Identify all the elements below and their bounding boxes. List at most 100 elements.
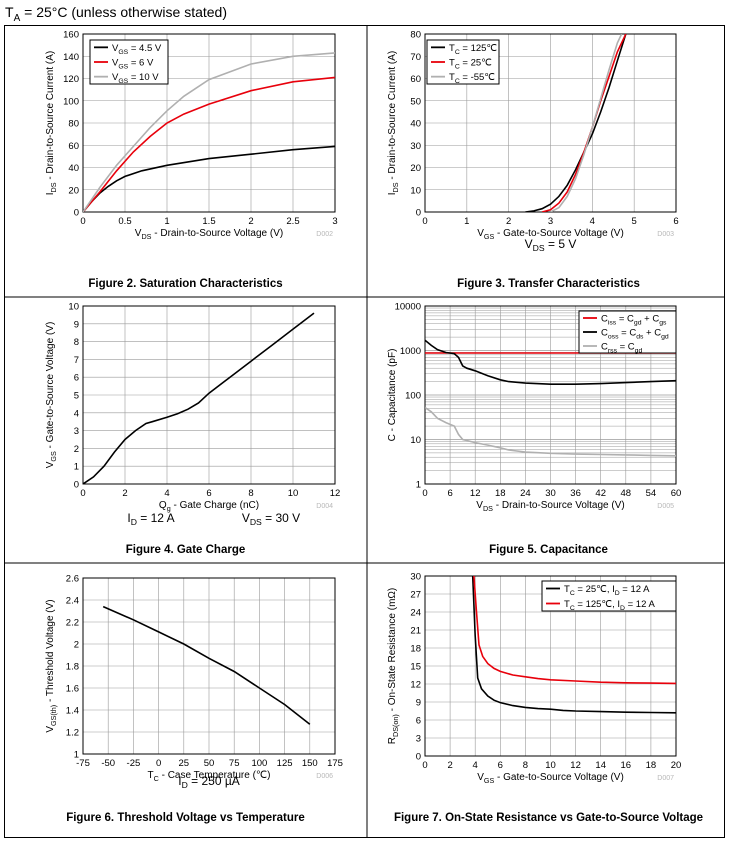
y-tick-label: 10 — [410, 435, 421, 446]
text-run: - Gate-to-Source Voltage (V) — [494, 772, 624, 783]
legend-label: TC = 25℃, ID = 12 A — [564, 584, 650, 597]
y-tick-label: 4 — [74, 408, 79, 419]
text-run: = 25℃, I — [575, 584, 615, 595]
text-run: = C — [619, 328, 637, 339]
text-run: R — [387, 737, 398, 744]
text-run: = 125℃ — [460, 43, 498, 54]
x-tick-label: 75 — [229, 758, 240, 769]
text-run: T — [449, 58, 455, 69]
y-tick-label: 27 — [410, 590, 421, 601]
x-tick-label: 1 — [464, 216, 469, 227]
x-tick-label: 1.5 — [202, 216, 215, 227]
text-run: = 125℃, I — [575, 599, 620, 610]
subscript: D — [182, 780, 188, 790]
subscript: C — [570, 605, 575, 612]
subscript: DS — [49, 182, 58, 192]
subscript: gd — [635, 348, 643, 355]
text-run: C — [601, 342, 608, 353]
text-run: V — [112, 43, 119, 54]
text-run: - Gate-to-Source Voltage (V) — [45, 322, 56, 452]
y-tick-label: 10000 — [395, 302, 421, 313]
text-run: = 12 A — [625, 599, 656, 610]
y-tick-label: 7 — [74, 355, 79, 366]
text-run: = -55℃ — [460, 72, 496, 83]
text-run: = 4.5 V — [128, 43, 162, 54]
x-tick-label: 50 — [204, 758, 215, 769]
y-tick-label: 9 — [74, 319, 79, 330]
x-tick-label: 8 — [523, 760, 528, 771]
subscript: gs — [659, 320, 667, 327]
x-tick-label: 150 — [302, 758, 318, 769]
x-axis-label: TC - Case Temperature (℃) — [148, 770, 271, 783]
legend: TC = 125℃TC = 25℃TC = -55℃ — [426, 39, 500, 85]
figure-caption: Figure 6. Threshold Voltage vs Temperatu… — [66, 812, 305, 824]
series-line — [550, 34, 623, 212]
subscript: GS — [484, 232, 495, 241]
y-tick-label: 20 — [68, 185, 79, 196]
x-tick-label: 16 — [621, 760, 632, 771]
y-axis-label: IDS - Drain-to-Source Current (A) — [387, 51, 400, 195]
figure-caption: Figure 7. On-State Resistance vs Gate-to… — [394, 812, 703, 824]
condition-note: VDS = 30 V — [242, 511, 300, 527]
y-tick-label: 15 — [410, 662, 421, 673]
y-tick-label: 1.8 — [66, 662, 79, 673]
x-tick-label: 14 — [595, 760, 606, 771]
y-tick-label: 0 — [416, 208, 421, 219]
subscript: gd — [634, 320, 642, 327]
subscript: DS — [141, 232, 151, 241]
text-run: = 12 A — [137, 511, 175, 525]
legend-label: VGS = 4.5 V — [112, 43, 162, 56]
text-run: T — [449, 43, 455, 54]
text-run: + C — [642, 314, 660, 325]
outer-border — [4, 25, 725, 838]
x-tick-label: 10 — [288, 488, 299, 499]
subscript: g — [167, 504, 171, 513]
x-tick-label: 3 — [332, 216, 337, 227]
series-line — [525, 34, 627, 212]
subscript: GS — [49, 451, 58, 462]
text-run: V — [476, 500, 483, 511]
series-line — [83, 76, 335, 212]
subscript: C — [455, 49, 460, 56]
y-tick-label: 24 — [410, 608, 421, 619]
text-run: - On-State Resistance (mΩ) — [387, 588, 398, 714]
text-run: = 250 µA — [188, 774, 240, 788]
legend-label: VGS = 10 V — [112, 72, 159, 85]
subscript: D — [620, 605, 625, 612]
legend: TC = 25℃, ID = 12 ATC = 125℃, ID = 12 A — [541, 580, 677, 612]
condition-note: ID = 250 µA — [178, 774, 240, 790]
text-run: - Drain-to-Source Current (A) — [387, 51, 398, 183]
subscript: C — [455, 78, 460, 85]
figure-code: D005 — [657, 503, 674, 510]
x-tick-label: 12 — [330, 488, 341, 499]
figure-code: D003 — [657, 231, 674, 238]
y-tick-label: 20 — [410, 163, 421, 174]
series-line — [102, 605, 311, 725]
x-tick-label: 2.5 — [286, 216, 299, 227]
subscript: ds — [636, 334, 644, 341]
series-line — [425, 406, 676, 457]
x-tick-label: 6 — [206, 488, 211, 499]
text-run: V — [45, 726, 56, 733]
y-tick-label: 6 — [416, 716, 421, 727]
x-tick-label: 0 — [422, 488, 427, 499]
grid — [82, 577, 336, 755]
legend-label: TC = 25℃ — [449, 58, 492, 71]
x-tick-label: 0 — [80, 216, 85, 227]
x-axis-label: VDS - Drain-to-Source Voltage (V) — [476, 500, 624, 513]
series-line — [473, 576, 676, 685]
text-run: - Drain-to-Source Voltage (V) — [151, 228, 283, 239]
plot-frame — [82, 577, 336, 755]
text-run: Q — [159, 500, 167, 511]
conditions-subscript: A — [13, 12, 21, 24]
text-run: = 6 V — [128, 58, 154, 69]
y-tick-label: 18 — [410, 644, 421, 655]
y-axis-label: C - Capacitance (pF) — [387, 349, 398, 442]
text-run: - Drain-to-Source Voltage (V) — [493, 500, 625, 511]
subscript: C — [455, 64, 460, 71]
text-run: = 30 V — [262, 511, 300, 525]
figure-code: D006 — [316, 773, 333, 780]
x-tick-label: 4 — [164, 488, 169, 499]
